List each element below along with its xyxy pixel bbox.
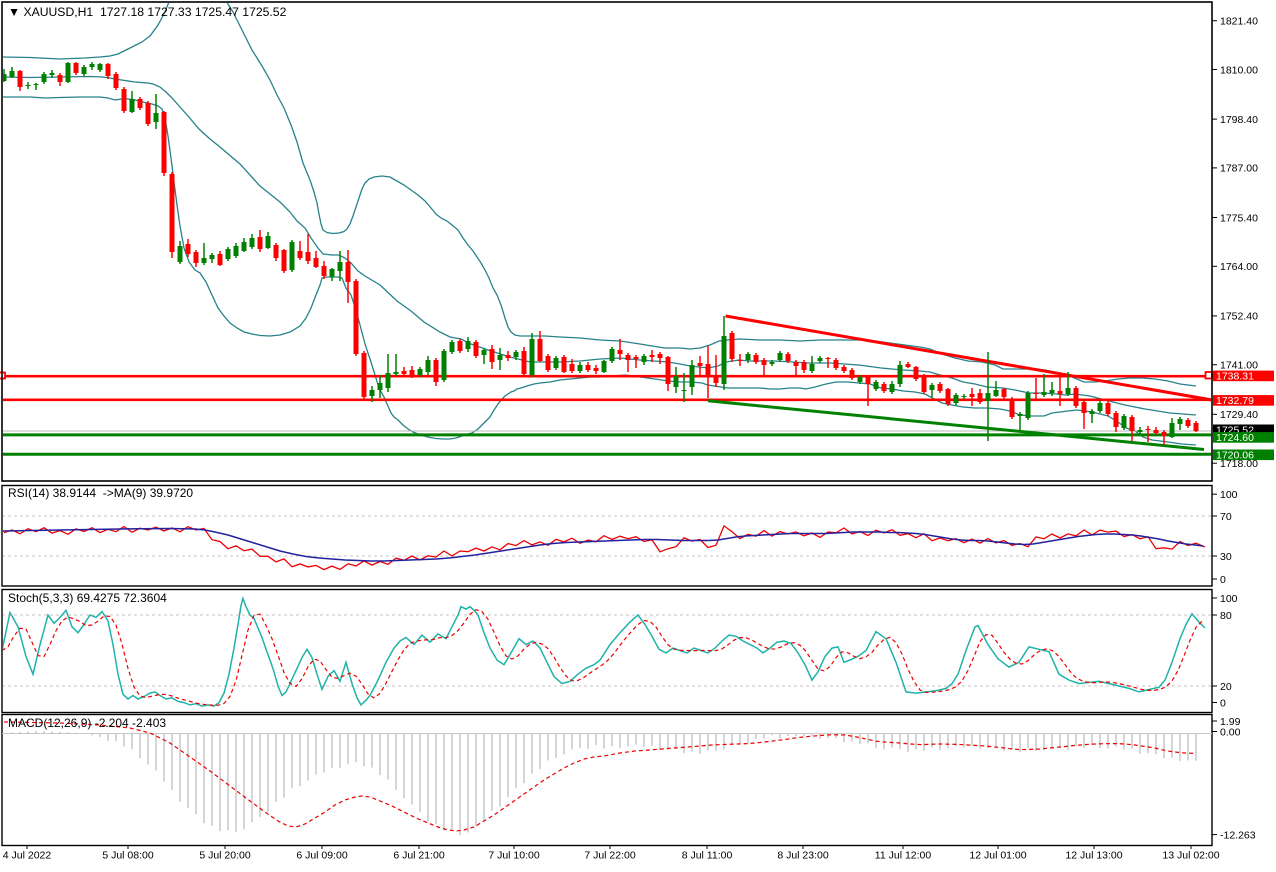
svg-text:1821.40: 1821.40	[1220, 16, 1258, 28]
svg-text:-12.263: -12.263	[1220, 829, 1256, 841]
svg-text:1738.31: 1738.31	[1216, 371, 1254, 383]
svg-text:4 Jul 2022: 4 Jul 2022	[3, 850, 52, 862]
svg-text:0: 0	[1220, 697, 1226, 709]
svg-text:1720.06: 1720.06	[1216, 449, 1254, 461]
svg-text:1764.00: 1764.00	[1220, 261, 1258, 273]
svg-text:11 Jul 12:00: 11 Jul 12:00	[875, 850, 932, 862]
svg-text:12 Jul 13:00: 12 Jul 13:00	[1065, 850, 1122, 862]
svg-text:5 Jul 20:00: 5 Jul 20:00	[199, 850, 251, 862]
svg-text:70: 70	[1220, 511, 1232, 523]
svg-text:1775.40: 1775.40	[1220, 212, 1258, 224]
svg-text:8 Jul 23:00: 8 Jul 23:00	[777, 850, 829, 862]
svg-text:1798.40: 1798.40	[1220, 114, 1258, 126]
svg-text:Stoch(5,3,3) 69.4275 72.3604: Stoch(5,3,3) 69.4275 72.3604	[8, 591, 167, 605]
svg-text:1729.40: 1729.40	[1220, 409, 1258, 421]
svg-text:6 Jul 09:00: 6 Jul 09:00	[296, 850, 348, 862]
svg-text:1732.79: 1732.79	[1216, 395, 1254, 407]
svg-text:20: 20	[1220, 681, 1232, 693]
svg-text:RSI(14) 38.9144 ->MA(9) 39.97: RSI(14) 38.9144 ->MA(9) 39.9720	[8, 486, 193, 500]
svg-text:100: 100	[1220, 489, 1238, 501]
svg-text:1724.60: 1724.60	[1216, 432, 1254, 444]
svg-text:8 Jul 11:00: 8 Jul 11:00	[682, 850, 733, 862]
svg-text:100: 100	[1220, 593, 1238, 605]
svg-text:1810.00: 1810.00	[1220, 64, 1258, 76]
svg-text:7 Jul 22:00: 7 Jul 22:00	[584, 850, 636, 862]
svg-text:1787.00: 1787.00	[1220, 163, 1258, 175]
svg-text:6 Jul 21:00: 6 Jul 21:00	[393, 850, 445, 862]
svg-text:30: 30	[1220, 551, 1232, 563]
svg-text:1752.40: 1752.40	[1220, 311, 1258, 323]
svg-text:1718.00: 1718.00	[1220, 458, 1258, 470]
svg-text:0: 0	[1220, 574, 1226, 586]
svg-text:13 Jul 02:00: 13 Jul 02:00	[1162, 850, 1219, 862]
svg-text:7 Jul 10:00: 7 Jul 10:00	[488, 850, 540, 862]
svg-text:1741.00: 1741.00	[1220, 360, 1258, 372]
svg-text:80: 80	[1220, 610, 1232, 622]
svg-text:0.00: 0.00	[1220, 726, 1241, 738]
svg-text:MACD(12,26,9) -2.204 -2.403: MACD(12,26,9) -2.204 -2.403	[8, 716, 166, 730]
svg-text:1.99: 1.99	[1220, 716, 1241, 728]
svg-text:▼ XAUUSD,H1 1727.18 1727.33 1: ▼ XAUUSD,H1 1727.18 1727.33 1725.47 1725…	[8, 5, 287, 19]
svg-text:12 Jul 01:00: 12 Jul 01:00	[969, 850, 1026, 862]
svg-text:5 Jul 08:00: 5 Jul 08:00	[102, 850, 154, 862]
